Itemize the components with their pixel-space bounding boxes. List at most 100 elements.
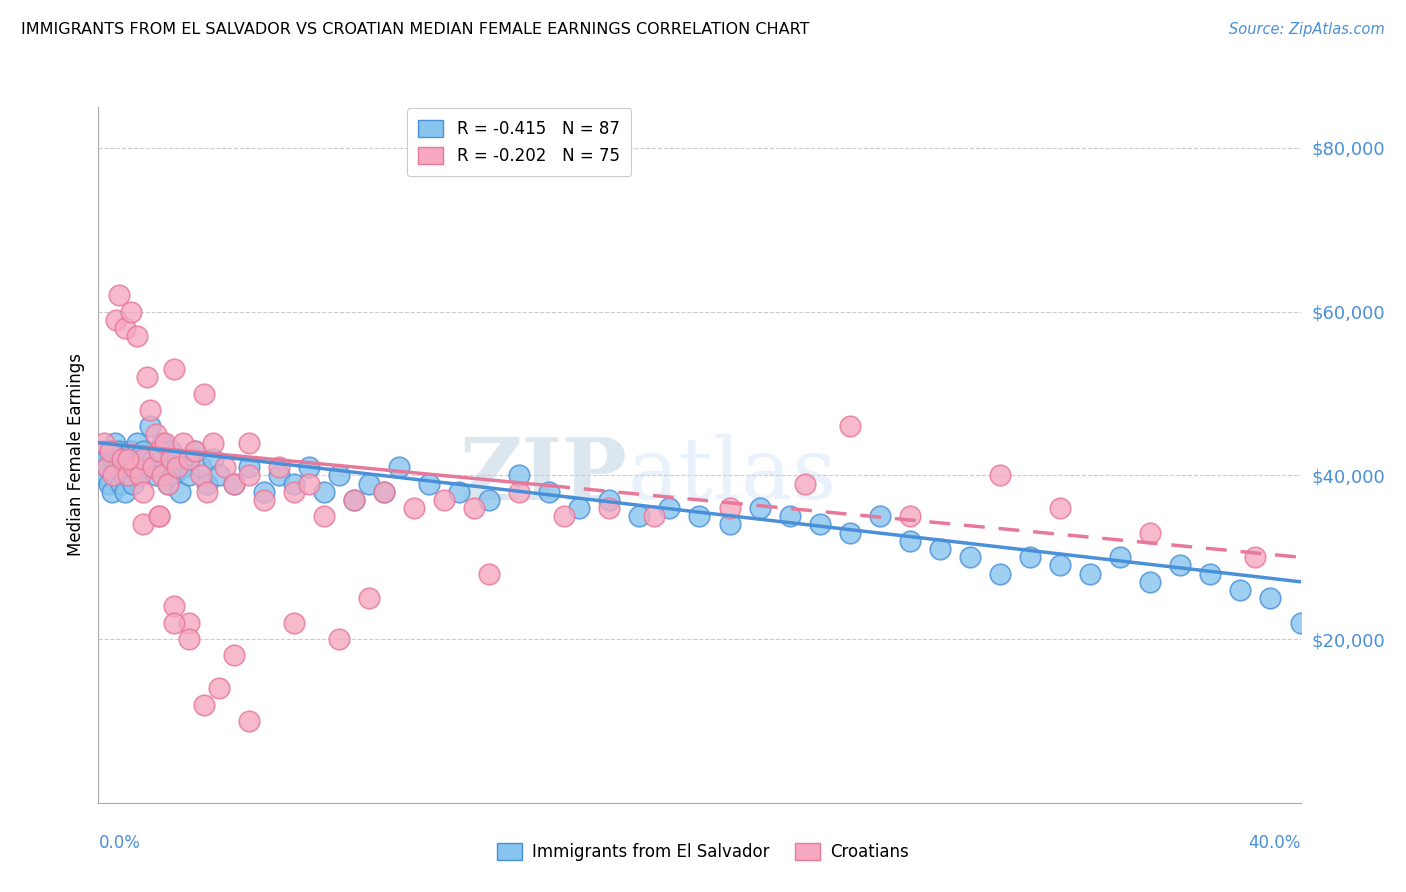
Point xyxy=(138,403,160,417)
Point xyxy=(838,525,860,540)
Point xyxy=(447,484,470,499)
Point xyxy=(153,460,176,475)
Point xyxy=(148,509,170,524)
Point xyxy=(553,509,575,524)
Point xyxy=(1199,566,1222,581)
Point xyxy=(793,476,815,491)
Point xyxy=(1109,550,1132,565)
Point xyxy=(177,468,200,483)
Point xyxy=(508,468,530,483)
Point xyxy=(177,452,200,467)
Point xyxy=(988,468,1011,483)
Text: Source: ZipAtlas.com: Source: ZipAtlas.com xyxy=(1229,22,1385,37)
Point xyxy=(508,484,530,499)
Point xyxy=(388,460,411,475)
Point xyxy=(114,484,136,499)
Point xyxy=(94,452,117,467)
Text: atlas: atlas xyxy=(627,434,837,517)
Point xyxy=(141,460,163,475)
Point xyxy=(112,468,135,483)
Point xyxy=(373,484,395,499)
Point xyxy=(132,443,155,458)
Point xyxy=(1078,566,1101,581)
Point xyxy=(117,452,139,467)
Point xyxy=(129,468,152,483)
Point xyxy=(298,460,321,475)
Point xyxy=(135,460,157,475)
Point xyxy=(222,476,245,491)
Point xyxy=(328,468,350,483)
Point xyxy=(193,386,215,401)
Point xyxy=(343,492,366,507)
Point xyxy=(190,468,212,483)
Point xyxy=(328,632,350,646)
Point xyxy=(115,460,138,475)
Point xyxy=(124,460,146,475)
Point xyxy=(267,460,290,475)
Point xyxy=(135,370,157,384)
Point xyxy=(201,452,224,467)
Point xyxy=(107,460,129,475)
Point xyxy=(103,452,125,467)
Point xyxy=(208,468,231,483)
Point xyxy=(105,313,128,327)
Point xyxy=(1049,558,1071,573)
Point xyxy=(104,435,127,450)
Point xyxy=(93,468,115,483)
Text: 40.0%: 40.0% xyxy=(1249,834,1301,852)
Point xyxy=(1019,550,1042,565)
Point xyxy=(898,509,921,524)
Point xyxy=(114,321,136,335)
Point xyxy=(779,509,801,524)
Point xyxy=(110,476,132,491)
Point xyxy=(132,484,155,499)
Point xyxy=(658,501,681,516)
Point xyxy=(145,468,167,483)
Point xyxy=(402,501,425,516)
Point xyxy=(312,509,335,524)
Point xyxy=(108,443,131,458)
Point xyxy=(153,435,176,450)
Point xyxy=(357,591,380,606)
Point xyxy=(478,492,501,507)
Point xyxy=(91,443,114,458)
Point xyxy=(148,509,170,524)
Point xyxy=(132,517,155,532)
Point xyxy=(156,476,179,491)
Point xyxy=(183,443,205,458)
Point xyxy=(478,566,501,581)
Point xyxy=(122,476,145,491)
Point xyxy=(117,452,139,467)
Point xyxy=(929,542,952,557)
Point xyxy=(643,509,665,524)
Point xyxy=(238,468,260,483)
Point xyxy=(150,435,173,450)
Point xyxy=(1139,574,1161,589)
Point xyxy=(121,443,143,458)
Point xyxy=(172,435,194,450)
Point xyxy=(96,460,118,475)
Point xyxy=(838,419,860,434)
Point xyxy=(253,484,276,499)
Text: IMMIGRANTS FROM EL SALVADOR VS CROATIAN MEDIAN FEMALE EARNINGS CORRELATION CHART: IMMIGRANTS FROM EL SALVADOR VS CROATIAN … xyxy=(21,22,810,37)
Point xyxy=(193,698,215,712)
Point xyxy=(718,517,741,532)
Point xyxy=(156,476,179,491)
Point xyxy=(129,468,152,483)
Point xyxy=(748,501,770,516)
Point xyxy=(177,615,200,630)
Point xyxy=(222,476,245,491)
Point xyxy=(538,484,561,499)
Point xyxy=(1170,558,1192,573)
Point xyxy=(127,329,149,343)
Point xyxy=(628,509,651,524)
Point xyxy=(118,468,141,483)
Point xyxy=(96,460,118,475)
Point xyxy=(869,509,891,524)
Point xyxy=(1229,582,1251,597)
Point xyxy=(138,419,160,434)
Point xyxy=(283,484,305,499)
Legend: Immigrants from El Salvador, Croatians: Immigrants from El Salvador, Croatians xyxy=(491,836,915,868)
Point xyxy=(1305,632,1327,646)
Point xyxy=(166,452,188,467)
